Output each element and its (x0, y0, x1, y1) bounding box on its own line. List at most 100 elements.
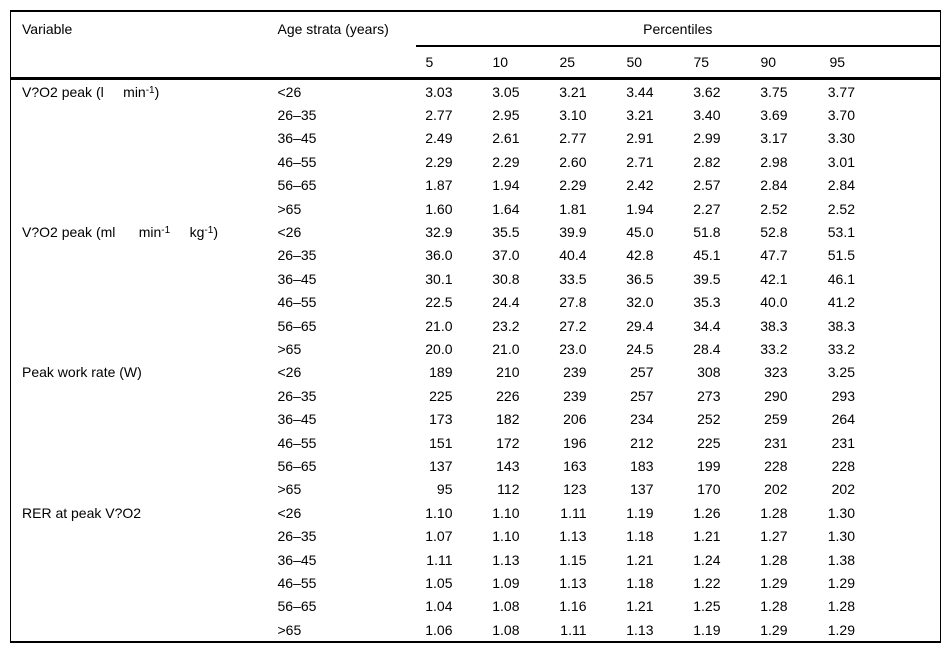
table-row: 26–35 2.77 2.95 3.10 3.21 3.40 3.69 3.70 (11, 103, 941, 126)
percentile-value: 273 (697, 387, 721, 404)
percentile-value: 3.03 (425, 83, 453, 100)
age-strata-value: 36–45 (277, 130, 317, 147)
percentile-value: 1.09 (492, 574, 520, 591)
percentile-value: 41.2 (827, 294, 855, 311)
percentile-value: 239 (563, 387, 587, 404)
percentile-value: 293 (831, 387, 855, 404)
percentile-value: 308 (697, 364, 721, 381)
percentile-value: 52.8 (760, 224, 788, 241)
variable-label: V?O2 peak (l min-1) (11, 79, 271, 104)
percentile-value: 137 (630, 481, 654, 498)
variable-label (11, 571, 271, 594)
age-strata-value: 26–35 (277, 247, 317, 264)
percentile-value: 27.2 (559, 317, 587, 334)
table-row: 36–45 30.1 30.8 33.5 36.5 39.5 42.1 46.1 (11, 267, 941, 290)
header-spacer (10, 46, 271, 80)
percentile-value: 189 (429, 364, 453, 381)
percentile-value: 3.69 (760, 107, 788, 124)
age-strata-value: >65 (277, 621, 302, 638)
variable-label-segment: kg (170, 224, 205, 241)
percentile-value: 323 (764, 364, 788, 381)
percentile-value: 51.5 (827, 247, 855, 264)
percentile-value: 2.84 (827, 177, 855, 194)
variable-label-segment: ) (213, 224, 218, 241)
percentile-value: 2.29 (425, 153, 453, 170)
percentile-value: 182 (496, 411, 520, 428)
percentile-value: 1.81 (559, 200, 587, 217)
percentile-value: 53.1 (827, 224, 855, 241)
percentile-value: 45.1 (693, 247, 721, 264)
percentile-value: 2.61 (492, 130, 520, 147)
percentile-value: 3.70 (827, 107, 855, 124)
percentile-value: 3.21 (559, 83, 587, 100)
percentile-value: 3.25 (827, 364, 855, 381)
table-row: RER at peak V?O2 <26 1.10 1.10 1.11 1.19 1.26 1… (11, 501, 941, 524)
percentile-value: 226 (496, 387, 520, 404)
variable-label (11, 595, 271, 618)
percentile-value: 39.5 (693, 270, 721, 287)
percentile-value: 172 (496, 434, 520, 451)
percentile-value: 1.29 (760, 574, 788, 591)
variable-label (11, 524, 271, 547)
age-strata-value: 56–65 (277, 177, 317, 194)
percentile-value: 163 (563, 457, 587, 474)
variable-label (11, 127, 271, 150)
variable-label (11, 150, 271, 173)
variable-label (11, 431, 271, 454)
percentile-value: 231 (764, 434, 788, 451)
table-header: Variable Age strata (years) Percentiles … (10, 11, 941, 80)
percentile-value: 23.2 (492, 317, 520, 334)
table-row: 56–65 137 143 163 183 199 228 228 (11, 454, 941, 477)
percentile-value: 1.94 (492, 177, 520, 194)
percentile-value: 252 (697, 411, 721, 428)
percentile-value: 151 (429, 434, 453, 451)
percentile-value: 1.38 (827, 551, 855, 568)
percentile-value: 1.05 (425, 574, 453, 591)
table-row: 36–45 1.11 1.13 1.15 1.21 1.24 1.28 1.38 (11, 548, 941, 571)
table-row: 56–65 1.04 1.08 1.16 1.21 1.25 1.28 1.28 (11, 595, 941, 618)
age-strata-value: 56–65 (277, 317, 317, 334)
percentile-value: 2.52 (827, 200, 855, 217)
percentile-value: 30.8 (492, 270, 520, 287)
table-row: 46–55 22.5 24.4 27.8 32.0 35.3 40.0 41.2 (11, 291, 941, 314)
percentile-value: 1.94 (626, 200, 654, 217)
percentile-value: 30.1 (425, 270, 453, 287)
percentile-value: 3.17 (760, 130, 788, 147)
percentile-value: 1.28 (760, 551, 788, 568)
percentile-value: 1.29 (827, 621, 855, 638)
percentiles-table: Variable Age strata (years) Percentiles … (10, 10, 941, 644)
percentile-value: 1.10 (492, 528, 520, 545)
percentile-value: 38.3 (827, 317, 855, 334)
percentile-value: 196 (563, 434, 587, 451)
variable-label (11, 548, 271, 571)
age-strata-value: 56–65 (277, 598, 317, 615)
percentile-value: 183 (630, 457, 654, 474)
percentile-value: 143 (496, 457, 520, 474)
percentile-value: 225 (697, 434, 721, 451)
percentile-value: 1.13 (492, 551, 520, 568)
percentile-value: 1.18 (626, 528, 654, 545)
percentile-value: 1.10 (492, 504, 520, 521)
percentile-value: 1.10 (425, 504, 453, 521)
percentile-value: 1.13 (626, 621, 654, 638)
percentile-value: 46.1 (827, 270, 855, 287)
percentile-value: 1.21 (693, 528, 721, 545)
percentile-value: 45.0 (626, 224, 654, 241)
percentile-value: 3.62 (693, 83, 721, 100)
variable-label (11, 174, 271, 197)
percentile-value: 32.9 (425, 224, 453, 241)
percentile-value: 1.64 (492, 200, 520, 217)
variable-label (11, 244, 271, 267)
variable-label (11, 197, 271, 220)
percentile-value: 95 (436, 481, 453, 498)
percentile-value: 1.08 (492, 621, 520, 638)
percentile-value: 2.27 (693, 200, 721, 217)
table-row: >65 1.60 1.64 1.81 1.94 2.27 2.52 2.52 (11, 197, 941, 220)
percentile-value: 22.5 (425, 294, 453, 311)
variable-label: RER at peak V?O2 (11, 501, 271, 524)
percentile-value: 3.40 (693, 107, 721, 124)
percentile-value: 1.11 (426, 551, 453, 568)
percentile-value: 3.75 (760, 83, 788, 100)
percentile-value: 40.4 (559, 247, 587, 264)
percentile-value: 29.4 (626, 317, 654, 334)
